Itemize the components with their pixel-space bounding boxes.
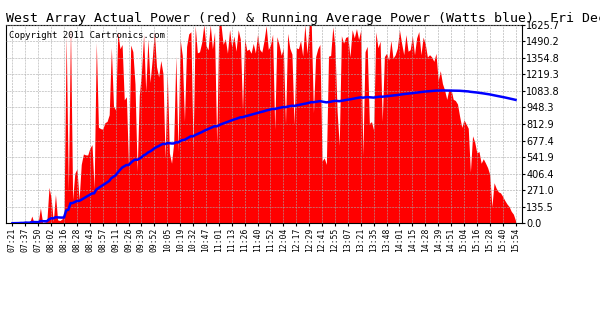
Text: West Array Actual Power (red) & Running Average Power (Watts blue)  Fri Dec 2 16: West Array Actual Power (red) & Running … (6, 12, 600, 25)
Text: Copyright 2011 Cartronics.com: Copyright 2011 Cartronics.com (8, 31, 164, 40)
